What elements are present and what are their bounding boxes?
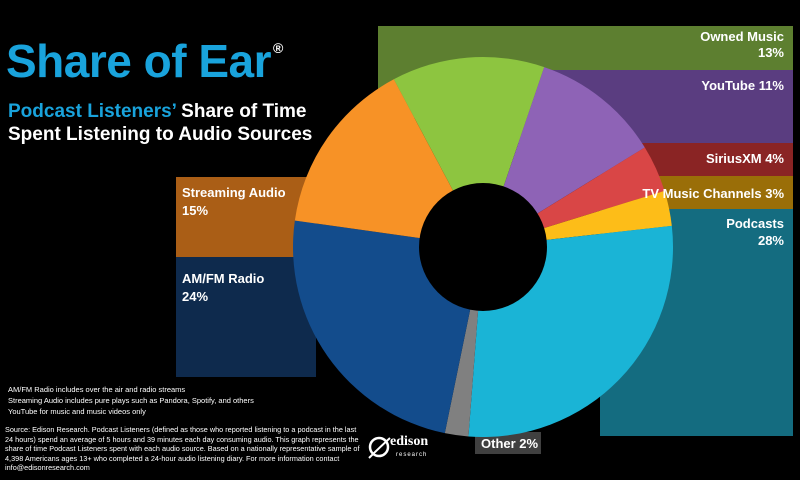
footnote: Streaming Audio includes pure plays such…: [8, 396, 254, 405]
edison-research-logo: edison research: [366, 432, 436, 466]
label-amfm-radio: AM/FM Radio 24%: [182, 271, 265, 304]
subtitle-highlight: Podcast Listeners’: [8, 101, 176, 122]
label-youtube: YouTube 11%: [701, 78, 784, 93]
edison-logo-icon: [368, 436, 391, 459]
other-panel: [475, 432, 541, 454]
subtitle-rest: Share of Time Spent Listening to Audio S…: [8, 101, 313, 145]
registered-mark: ®: [273, 40, 283, 56]
label-podcasts: Podcasts 28%: [726, 216, 784, 248]
pie-center-hole: [419, 183, 547, 311]
footnotes: AM/FM Radio includes over the air and ra…: [8, 384, 254, 417]
label-owned-music: Owned Music 13%: [700, 29, 784, 60]
amfm-radio-panel: [176, 257, 316, 377]
footnote: AM/FM Radio includes over the air and ra…: [8, 385, 186, 394]
page-title: Share of Ear ®: [6, 35, 283, 87]
label-other: Other 2%: [481, 436, 539, 451]
footnote: YouTube for music and music videos only: [8, 407, 146, 416]
page-subtitle: Podcast Listeners’ Share of Time Spent L…: [8, 100, 338, 146]
pie-slice-owned-music: [393, 57, 545, 247]
logo-sub: research: [396, 452, 428, 458]
label-streaming-audio: Streaming Audio 15%: [182, 185, 286, 218]
logo-name: edison: [390, 434, 429, 449]
label-siriusxm: SiriusXM 4%: [705, 151, 784, 166]
label-tv-music-channels: TV Music Channels 3%: [642, 186, 784, 201]
streaming-audio-panel: [176, 177, 316, 257]
source-text: Source: Edison Research. Podcast Listene…: [5, 425, 360, 472]
